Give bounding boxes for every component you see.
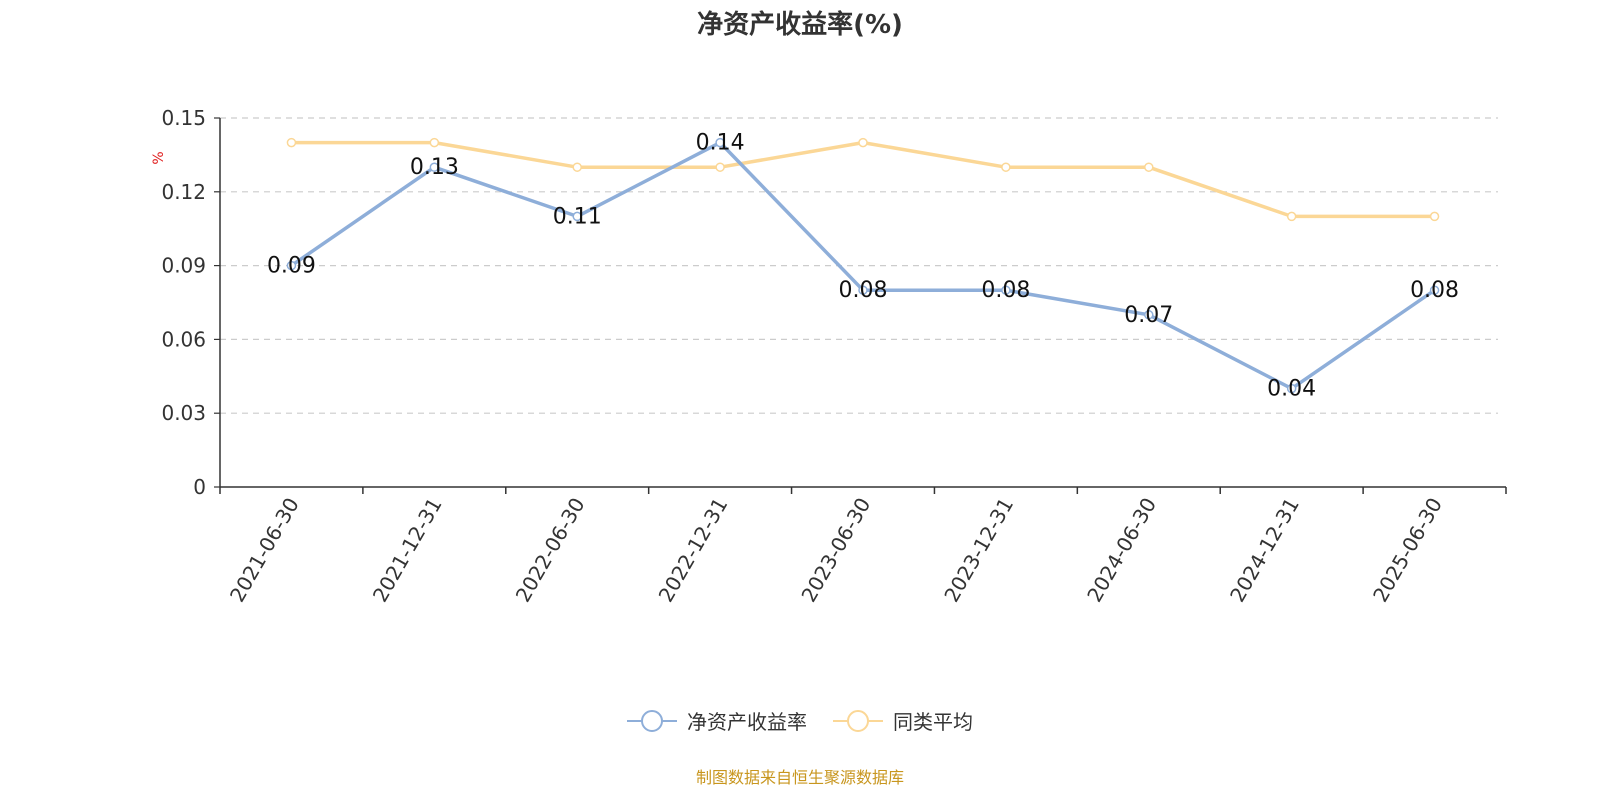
x-tick-label: 2023-06-30 (796, 494, 875, 607)
data-point (1144, 310, 1154, 320)
series-lines (286, 137, 1440, 394)
source-note: 制图数据来自恒生聚源数据库 (695, 768, 904, 787)
data-point (715, 162, 725, 172)
data-point (429, 162, 440, 172)
data-label: 0.07 (1124, 303, 1173, 328)
legend-label-roe: 净资产收益率 (687, 710, 807, 734)
data-point (1429, 285, 1440, 295)
x-tick-label: 2021-06-30 (225, 494, 304, 607)
data-point (572, 211, 582, 222)
data-label: 0.08 (1410, 278, 1459, 303)
y-tick-label: 0 (193, 475, 206, 499)
data-point (1286, 383, 1297, 394)
y-tick-label: 0.03 (161, 401, 206, 425)
x-tick-label: 2023-12-31 (939, 494, 1018, 607)
y-tick-label: 0.12 (161, 180, 206, 204)
data-point (1144, 162, 1154, 172)
data-label: 0.13 (410, 155, 459, 180)
data-label: 0.04 (1267, 377, 1316, 402)
data-point (429, 137, 440, 148)
data-point (1001, 285, 1011, 295)
x-tick-label: 2021-12-31 (368, 494, 447, 607)
data-label: 0.09 (267, 254, 316, 279)
legend-item-peer-average[interactable]: 同类平均 (833, 706, 973, 735)
data-point (715, 137, 725, 148)
y-tick-label: 0.15 (161, 106, 206, 130)
y-axis-label: % (151, 151, 167, 164)
legend-label-peer-average: 同类平均 (893, 710, 973, 734)
data-labels: 0.09 0.13 0.11 0.14 0.08 0.08 0.07 0.04 0.08 (267, 131, 1459, 402)
data-point (1429, 211, 1440, 222)
legend-marker-peer-average (833, 709, 883, 732)
data-point (1286, 211, 1297, 222)
data-point (286, 137, 297, 148)
data-label: 0.14 (696, 131, 745, 156)
legend-marker-roe (627, 709, 677, 732)
data-point (286, 260, 297, 271)
x-tick-label: 2022-06-30 (511, 494, 590, 607)
data-label: 0.11 (553, 204, 602, 229)
y-tick-label: 0.06 (161, 327, 206, 351)
y-tick-label: 0.09 (161, 254, 206, 278)
x-tick-label: 2025-06-30 (1368, 494, 1447, 607)
data-point (858, 285, 868, 295)
x-tick-label: 2022-12-31 (654, 494, 733, 607)
data-label: 0.08 (839, 278, 888, 303)
legend: 净资产收益率 同类平均 (0, 706, 1600, 735)
data-point (1001, 162, 1011, 172)
data-point (858, 137, 868, 148)
series-line (291, 140, 1435, 219)
data-point (572, 162, 582, 172)
chart-title: 净资产收益率(%) (697, 10, 903, 40)
legend-item-roe[interactable]: 净资产收益率 (627, 706, 807, 735)
grid-lines (220, 117, 1498, 414)
x-tick-label: 2024-06-30 (1082, 494, 1161, 607)
x-tick-label: 2024-12-31 (1225, 494, 1304, 607)
axes: 0 0.03 0.06 0.09 0.12 0.15% 2021-06-30 2021-12-… (151, 106, 1507, 607)
data-label: 0.08 (981, 278, 1030, 303)
